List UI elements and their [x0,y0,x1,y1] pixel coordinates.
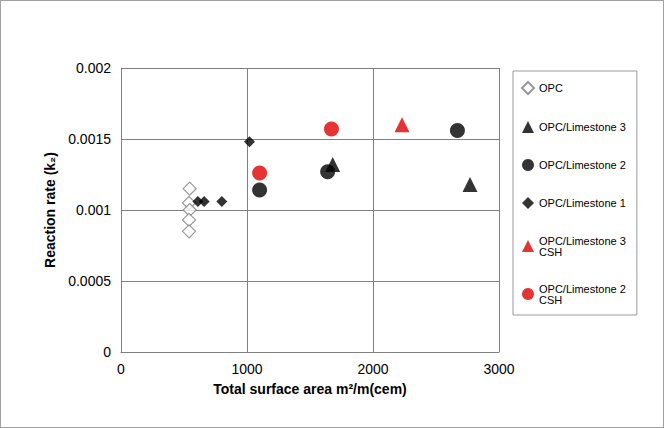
svg-text:0: 0 [117,361,125,377]
svg-text:OPC/Limestone 3: OPC/Limestone 3 [539,121,626,133]
svg-text:0.001: 0.001 [76,202,111,218]
svg-text:OPC/Limestone 2: OPC/Limestone 2 [539,282,629,295]
svg-text:Total surface area m²/m(cem): Total surface area m²/m(cem) [213,381,406,397]
svg-text:CSH: CSH [539,294,562,306]
svg-text:3000: 3000 [483,361,514,377]
svg-text:OPC/Limestone 3: OPC/Limestone 3 [539,234,629,247]
svg-text:0.0015: 0.0015 [68,131,111,147]
svg-text:OPC/Limestone 2: OPC/Limestone 2 [539,159,626,171]
svg-text:OPC/Limestone 1: OPC/Limestone 1 [539,197,626,209]
svg-text:OPC: OPC [539,82,563,94]
svg-text:Reaction rate (k₂): Reaction rate (k₂) [42,152,58,268]
svg-text:2000: 2000 [357,361,388,377]
svg-text:1000: 1000 [231,361,262,377]
svg-text:CSH: CSH [539,246,562,258]
svg-text:0.002: 0.002 [76,60,111,76]
svg-text:0: 0 [103,344,111,360]
svg-text:0.0005: 0.0005 [68,273,111,289]
